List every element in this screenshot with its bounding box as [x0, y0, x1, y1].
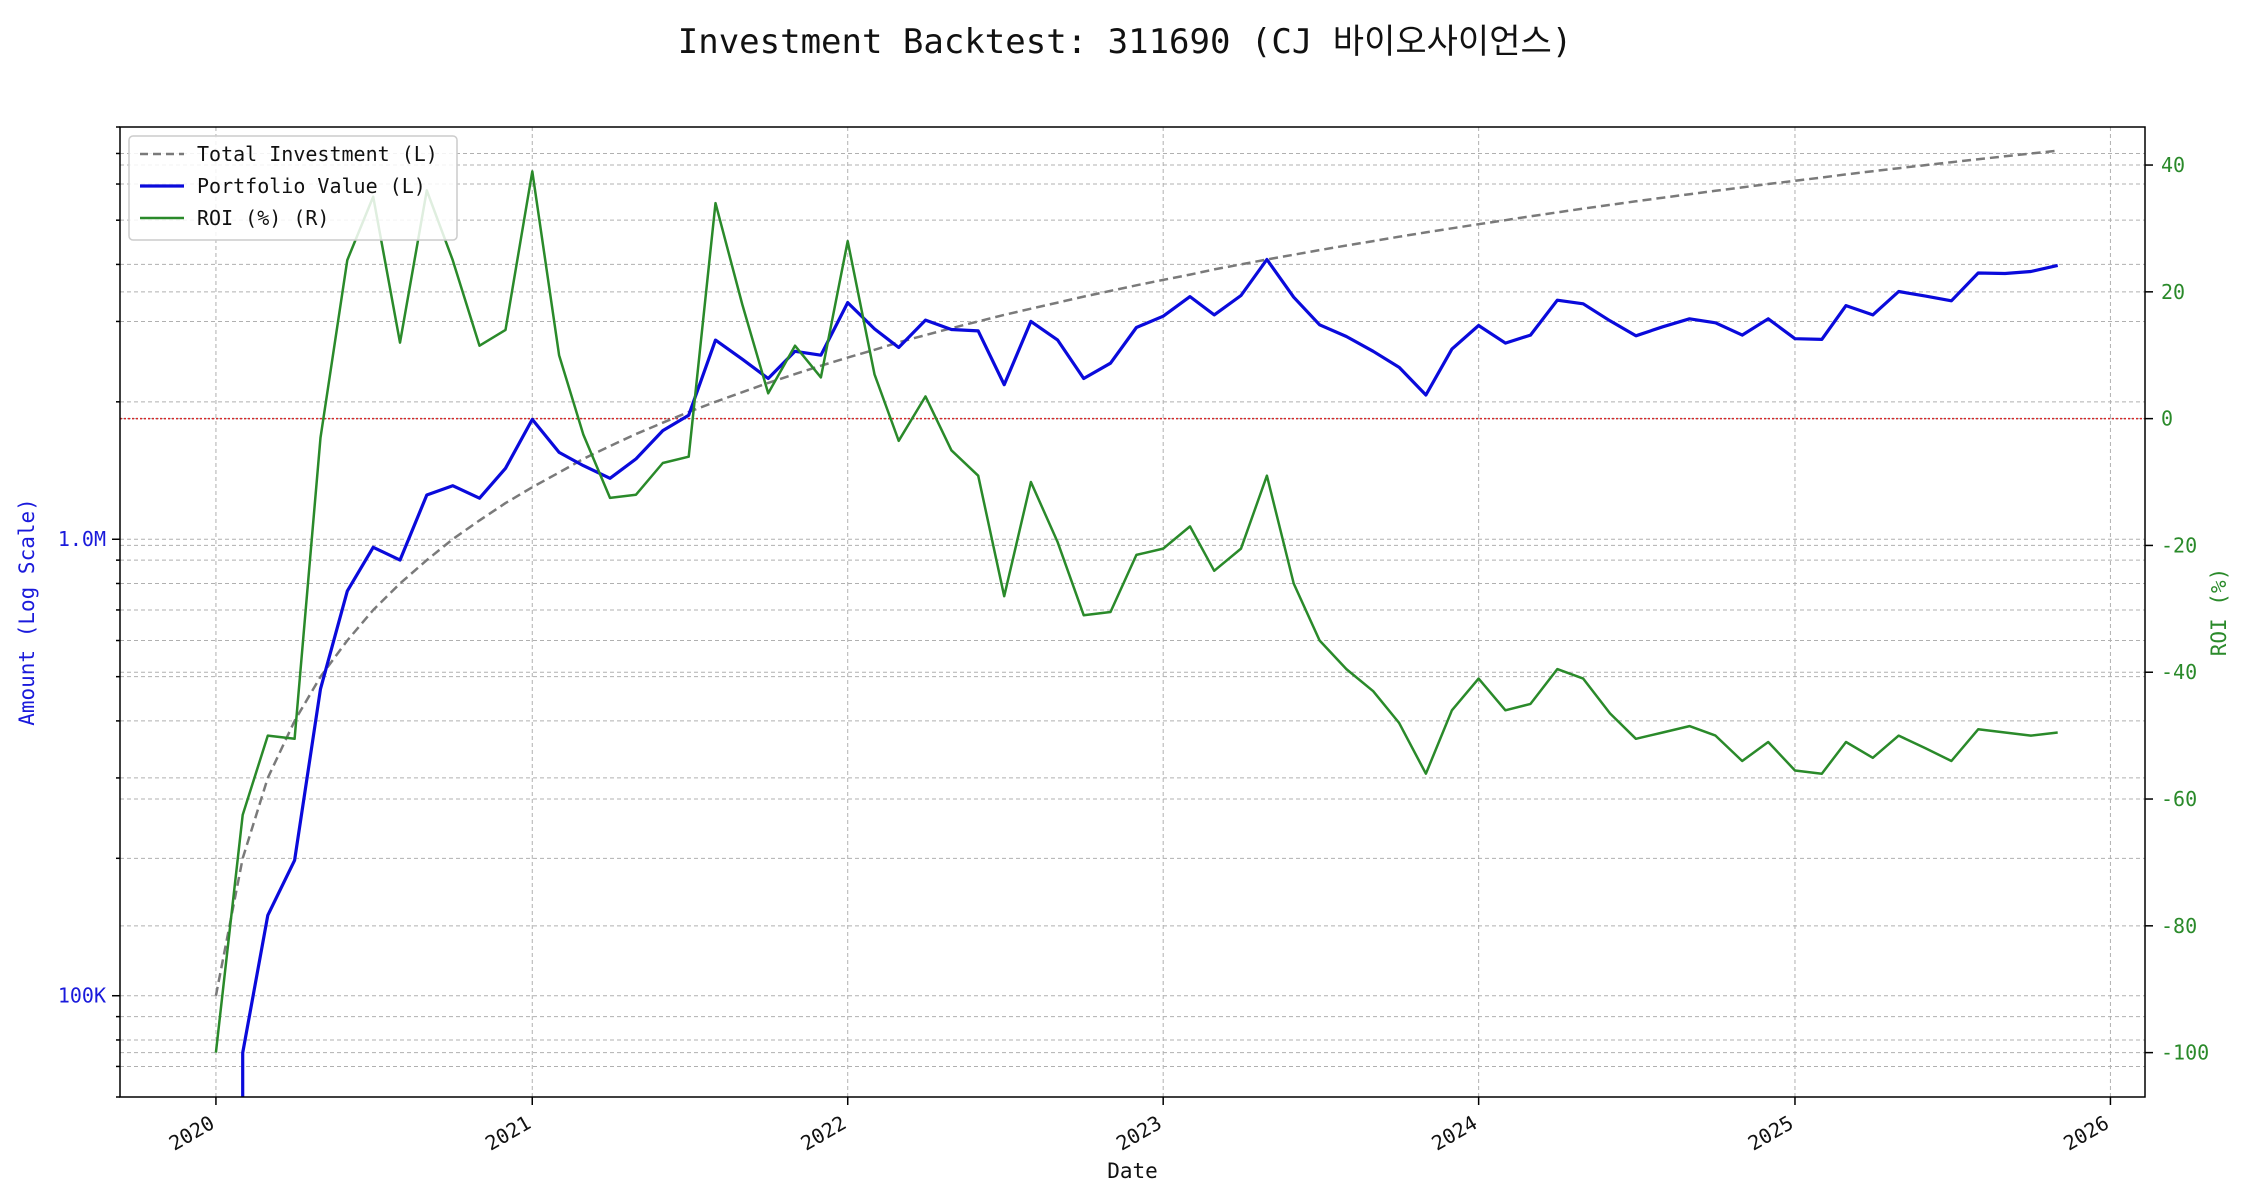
left-tick-label: 1.0M: [58, 527, 106, 551]
grid: [120, 126, 2145, 1098]
legend-label: Portfolio Value (L): [197, 174, 426, 198]
right-tick-label: -60: [2161, 787, 2197, 811]
legend: Total Investment (L) Portfolio Value (L) R…: [128, 135, 458, 241]
legend-box: [128, 135, 458, 241]
legend-label: Total Investment (L): [197, 142, 438, 166]
left-axis-label: Amount (Log Scale): [15, 498, 39, 726]
right-tick-label: 0: [2161, 407, 2173, 431]
right-tick-label: -40: [2161, 660, 2197, 684]
right-axis-ticks: -100 -80 -60 -40 -20 0 20 40: [2145, 153, 2209, 1065]
left-axis-ticks: 100K 1.0M: [58, 126, 120, 1098]
portfolio-value-series-line: [241, 257, 2059, 1097]
right-tick-label: -100: [2161, 1041, 2209, 1065]
chart-title: Investment Backtest: 311690 (CJ 바이오사이언스): [677, 22, 1573, 62]
x-tick-label: 2024: [1427, 1111, 1481, 1156]
x-tick-label: 2026: [2059, 1111, 2113, 1156]
total-investment-series-line: [214, 149, 2058, 996]
series-layer: [214, 149, 2059, 1097]
left-tick-label: 100K: [58, 984, 106, 1008]
right-axis-label: ROI (%): [2207, 568, 2231, 657]
right-tick-label: -20: [2161, 533, 2197, 557]
x-axis-ticks: 2020 2021 2022 2023 2024 2025 2026: [165, 1097, 2113, 1155]
x-tick-label: 2021: [481, 1111, 535, 1156]
legend-label: ROI (%) (R): [197, 206, 329, 230]
plot-frame: [119, 126, 2146, 1098]
x-axis-label: Date: [1107, 1159, 1158, 1183]
roi-series-line: [214, 170, 2058, 1053]
x-tick-label: 2025: [1744, 1111, 1798, 1156]
x-tick-label: 2023: [1112, 1111, 1166, 1156]
x-tick-label: 2020: [165, 1111, 219, 1156]
right-tick-label: -80: [2161, 914, 2197, 938]
right-tick-label: 20: [2161, 280, 2185, 304]
right-tick-label: 40: [2161, 153, 2185, 177]
x-tick-label: 2022: [797, 1111, 851, 1156]
